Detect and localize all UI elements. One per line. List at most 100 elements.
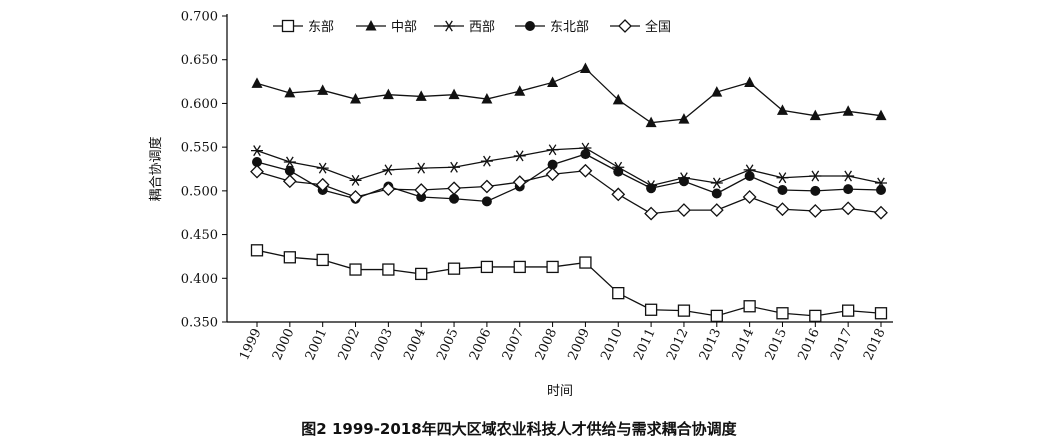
legend-label: 东部 bbox=[308, 20, 334, 35]
data-point bbox=[382, 164, 395, 176]
x-tick-label: 2017 bbox=[828, 326, 856, 362]
data-point bbox=[711, 86, 723, 97]
data-point bbox=[578, 163, 593, 178]
x-tick-label: 2015 bbox=[763, 326, 791, 362]
series-5 bbox=[250, 163, 888, 221]
data-point bbox=[545, 167, 560, 182]
data-point bbox=[775, 202, 790, 217]
legend-label: 西部 bbox=[469, 20, 495, 35]
data-point bbox=[448, 88, 460, 100]
data-point bbox=[350, 93, 362, 104]
data-point bbox=[349, 263, 362, 276]
data-point bbox=[709, 203, 724, 218]
data-point bbox=[841, 201, 856, 216]
series-line bbox=[256, 147, 882, 187]
data-point bbox=[415, 90, 427, 101]
data-point bbox=[711, 188, 722, 199]
data-point bbox=[743, 300, 756, 313]
data-point bbox=[644, 206, 659, 221]
data-point bbox=[514, 85, 526, 96]
data-point bbox=[580, 149, 591, 160]
y-tick-label: 0.550 bbox=[181, 141, 218, 156]
data-point bbox=[381, 182, 396, 197]
data-point bbox=[645, 116, 657, 128]
data-point bbox=[252, 157, 262, 168]
y-axis-title: 耦合协调度 bbox=[148, 136, 164, 201]
data-point bbox=[579, 256, 592, 269]
x-tick-label: 2018 bbox=[861, 326, 889, 362]
data-point bbox=[842, 304, 855, 317]
data-point bbox=[513, 150, 526, 162]
data-point bbox=[677, 304, 691, 317]
x-tick-label: 2013 bbox=[697, 326, 725, 362]
data-point bbox=[316, 162, 329, 174]
data-point bbox=[579, 62, 591, 73]
data-point bbox=[644, 303, 658, 316]
legend-item: 西部 bbox=[434, 20, 495, 35]
data-point bbox=[284, 165, 295, 176]
legend-item: 东北部 bbox=[515, 20, 589, 35]
x-tick-label: 2004 bbox=[401, 326, 429, 362]
data-point bbox=[415, 267, 428, 281]
data-point bbox=[512, 175, 527, 190]
x-tick-label: 2002 bbox=[336, 326, 364, 362]
legend-item: 中部 bbox=[356, 20, 417, 35]
y-tick-label: 0.600 bbox=[181, 97, 218, 112]
data-point bbox=[415, 162, 428, 174]
data-point bbox=[317, 84, 329, 95]
data-point bbox=[449, 193, 460, 204]
series-1 bbox=[250, 244, 888, 323]
series-line bbox=[256, 67, 882, 124]
data-point bbox=[876, 184, 886, 195]
data-point bbox=[710, 309, 723, 323]
series-2 bbox=[251, 62, 887, 128]
legend-item: 全国 bbox=[610, 19, 671, 35]
y-tick-label: 0.450 bbox=[181, 228, 218, 243]
x-tick-label: 2010 bbox=[598, 326, 626, 362]
data-point bbox=[809, 309, 822, 323]
data-point bbox=[250, 244, 264, 257]
data-point bbox=[776, 104, 788, 115]
data-point bbox=[547, 76, 559, 87]
data-point bbox=[382, 88, 394, 100]
data-point bbox=[315, 177, 330, 192]
data-point bbox=[282, 174, 297, 189]
legend-item: 东部 bbox=[273, 19, 334, 35]
x-tick-label: 2006 bbox=[467, 326, 495, 362]
legend-marker bbox=[365, 20, 377, 31]
data-point bbox=[480, 260, 494, 274]
data-point bbox=[481, 196, 492, 207]
data-point bbox=[842, 105, 854, 116]
x-tick-label: 2007 bbox=[500, 326, 528, 362]
data-point bbox=[251, 145, 263, 157]
data-point bbox=[348, 190, 363, 204]
figure-caption: 图2 1999-2018年四大区域农业科技人才供给与需求耦合协调度 bbox=[301, 420, 737, 438]
x-tick-label: 2014 bbox=[730, 326, 758, 362]
data-point bbox=[448, 161, 461, 173]
data-point bbox=[284, 86, 296, 98]
legend-marker bbox=[281, 19, 295, 33]
data-point bbox=[776, 307, 789, 320]
x-ticks: 1999 2000 2001 2002 2003 2004 2005 2006 2007 2008… bbox=[237, 322, 889, 363]
y-ticks: 0.350 0.400 0.450 0.500 0.550 0.600 0.650 0.700 bbox=[181, 10, 227, 331]
data-point bbox=[479, 179, 494, 194]
legend-marker bbox=[525, 21, 535, 31]
data-point bbox=[809, 109, 821, 121]
data-point bbox=[744, 76, 756, 87]
data-point bbox=[416, 191, 427, 202]
y-tick-label: 0.500 bbox=[181, 184, 218, 199]
series-line bbox=[256, 249, 882, 317]
x-tick-label: 2000 bbox=[270, 326, 298, 362]
data-point bbox=[710, 177, 723, 189]
data-point bbox=[481, 93, 493, 104]
x-tick-label: 1999 bbox=[237, 326, 265, 362]
data-point bbox=[842, 170, 855, 182]
line-chart: 0.350 0.400 0.450 0.500 0.550 0.600 0.650 0.700… bbox=[148, 10, 893, 399]
y-tick-label: 0.350 bbox=[181, 316, 218, 331]
x-tick-label: 2008 bbox=[533, 326, 561, 362]
data-point bbox=[382, 263, 395, 276]
data-point bbox=[874, 205, 888, 220]
legend-label: 中部 bbox=[391, 20, 417, 35]
legend-label: 全国 bbox=[645, 19, 671, 35]
data-point bbox=[447, 181, 461, 196]
